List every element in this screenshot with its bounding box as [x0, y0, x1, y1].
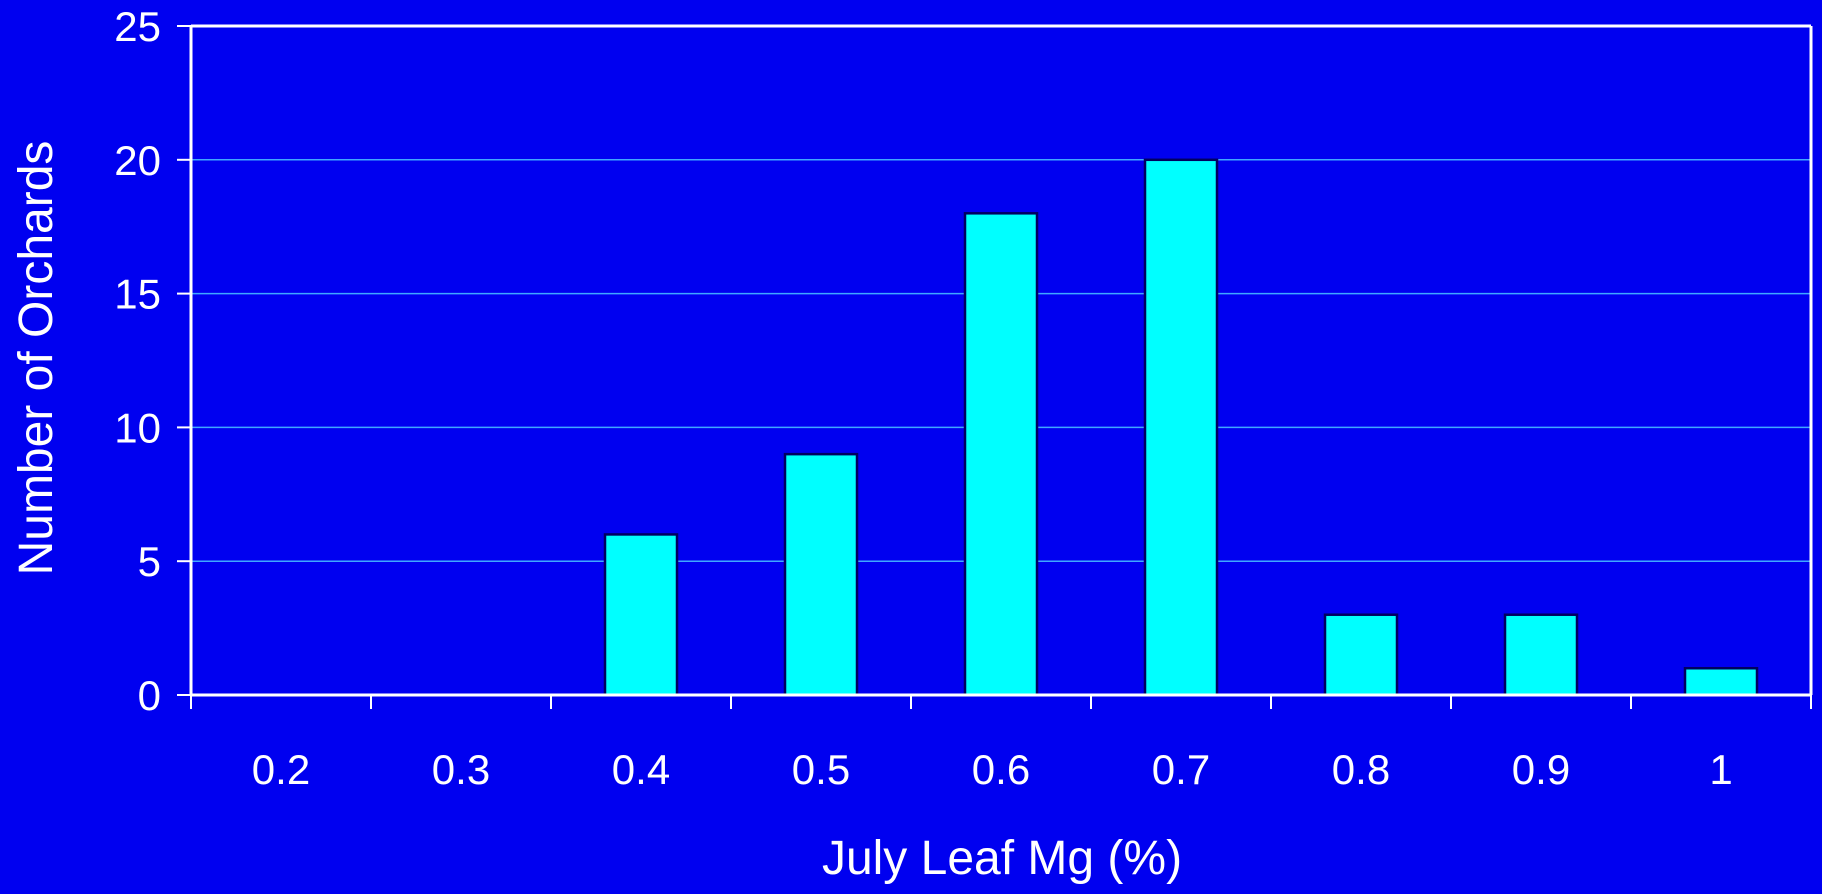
- y-tick-label: 5: [138, 538, 161, 585]
- y-axis-title: Number of Orchards: [10, 141, 63, 576]
- x-tick-label: 0.2: [252, 746, 310, 793]
- x-tick-label: 0.3: [432, 746, 490, 793]
- x-tick-label: 0.4: [612, 746, 670, 793]
- x-axis-title: July Leaf Mg (%): [822, 832, 1182, 885]
- y-tick-labels: 0 5 10 15 20 25: [114, 3, 161, 719]
- x-tick-label: 0.6: [972, 746, 1030, 793]
- bar: [1143, 158, 1219, 697]
- bars: [603, 158, 1759, 697]
- x-tick-label: 0.9: [1512, 746, 1570, 793]
- bar: [783, 452, 859, 697]
- bar: [1323, 613, 1399, 697]
- y-tick-label: 0: [138, 672, 161, 719]
- bar: [1503, 613, 1579, 697]
- bar: [963, 212, 1039, 697]
- x-tick-label: 0.7: [1152, 746, 1210, 793]
- y-tick-label: 15: [114, 271, 161, 318]
- y-tick-label: 10: [114, 404, 161, 451]
- x-tick-labels: 0.2 0.3 0.4 0.5 0.6 0.7 0.8 0.9 1: [252, 746, 1733, 793]
- axes: [177, 24, 1813, 709]
- bar: [603, 533, 679, 697]
- x-tick-label: 1: [1709, 746, 1732, 793]
- x-tick-label: 0.5: [792, 746, 850, 793]
- x-tick-label: 0.8: [1332, 746, 1390, 793]
- y-tick-label: 20: [114, 137, 161, 184]
- y-tick-label: 25: [114, 3, 161, 50]
- bar: [1683, 666, 1759, 697]
